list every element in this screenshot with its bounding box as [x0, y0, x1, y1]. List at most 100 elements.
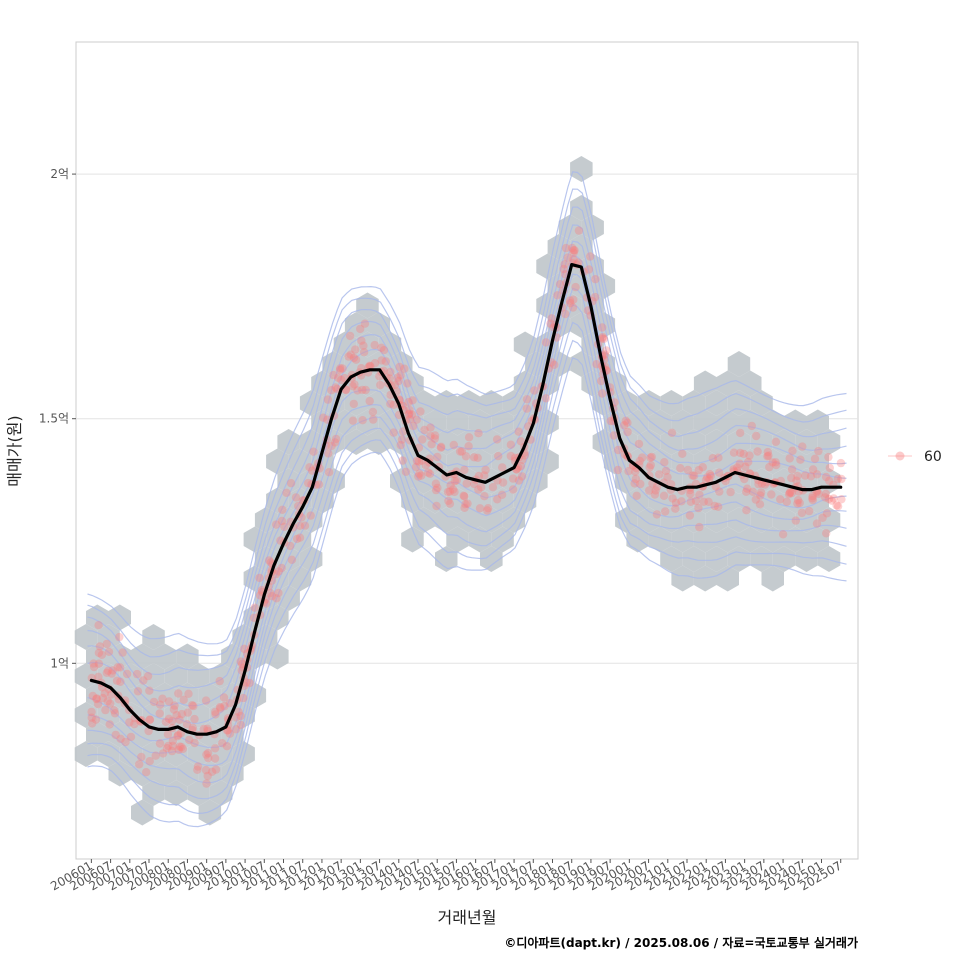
scatter-point	[772, 460, 781, 470]
scatter-point	[396, 371, 405, 380]
scatter-point	[431, 485, 441, 495]
scatter-point	[162, 744, 172, 753]
scatter-point	[597, 376, 606, 386]
scatter-point	[344, 352, 353, 361]
scatter-point	[571, 282, 580, 292]
scatter-point	[236, 720, 245, 730]
scatter-point	[636, 479, 645, 489]
scatter-point	[116, 677, 125, 686]
hexbin-cell	[480, 390, 503, 416]
scatter-point	[323, 395, 333, 404]
hexbin-cell	[446, 487, 469, 514]
scatter-point	[786, 487, 795, 497]
hexbin-cell	[671, 565, 694, 592]
scatter-point	[808, 465, 818, 474]
scatter-point	[202, 750, 211, 759]
scatter-point	[149, 697, 159, 707]
scatter-point	[623, 418, 632, 427]
scatter-point	[678, 449, 687, 458]
scatter-point	[686, 489, 695, 499]
scatter-point	[94, 672, 103, 681]
scatter-point	[481, 465, 490, 475]
caption: ©디아파트(dapt.kr) / 2025.08.06 / 자료=국토교통부 실…	[504, 935, 858, 950]
scatter-point	[638, 453, 647, 462]
scatter-point	[130, 719, 139, 729]
scatter-point	[715, 487, 724, 496]
scatter-point	[689, 471, 699, 480]
scatter-point	[778, 530, 788, 539]
scatter-point	[377, 356, 386, 365]
scatter-point	[360, 319, 370, 328]
scatter-point	[215, 702, 225, 712]
x-axis-title: 거래년월	[438, 908, 497, 927]
hexbin-cell	[581, 214, 604, 241]
hexbin-cell	[761, 448, 784, 475]
density-contour	[87, 240, 847, 707]
scatter-point	[405, 405, 414, 415]
scatter-point	[118, 648, 127, 657]
scatter-point	[765, 462, 774, 472]
scatter-point	[733, 463, 742, 472]
scatter-point	[386, 367, 395, 377]
scatter-point	[203, 724, 212, 733]
scatter-point	[292, 534, 302, 544]
scatter-point	[646, 453, 655, 462]
scatter-point	[569, 248, 578, 257]
scatter-point	[827, 496, 836, 505]
scatter-point	[764, 451, 773, 460]
scatter-point	[350, 380, 359, 389]
scatter-point	[287, 555, 297, 564]
scatter-point	[541, 394, 551, 403]
scatter-point	[837, 495, 846, 504]
scatter-point	[448, 485, 458, 494]
scatter-point	[676, 464, 685, 473]
scatter-point	[145, 757, 154, 766]
y-tick-label: 1.5억	[39, 412, 69, 426]
hexbin-cell	[716, 448, 739, 475]
scatter-point	[483, 504, 493, 513]
scatter-point	[508, 474, 518, 483]
hexbin-cell	[626, 448, 649, 475]
scatter-point	[598, 334, 607, 343]
scatter-point	[167, 746, 177, 756]
scatter-point	[559, 264, 568, 274]
scatter-point	[319, 413, 328, 422]
scatter-point	[137, 752, 146, 762]
hexbin-cell	[660, 546, 683, 572]
scatter-point	[744, 457, 753, 467]
hexbin-cell	[333, 409, 357, 436]
scatter-point	[768, 458, 777, 467]
scatter-point	[736, 448, 745, 458]
scatter-point	[655, 470, 664, 479]
scatter-point	[469, 453, 479, 462]
scatter-point	[715, 468, 724, 477]
hexbin-cell	[446, 409, 469, 436]
scatter-point	[735, 459, 744, 468]
scatter-point	[763, 452, 772, 461]
scatter-point	[203, 748, 213, 758]
scatter-point	[432, 501, 441, 511]
scatter-point	[239, 693, 248, 703]
hexbin-layer	[74, 156, 841, 826]
scatter-point	[650, 490, 660, 499]
scatter-point	[164, 697, 174, 706]
scatter-point	[825, 463, 834, 473]
scatter-point	[236, 711, 245, 721]
hexbin-cell	[457, 507, 480, 533]
scatter-point	[94, 659, 104, 668]
scatter-point	[396, 440, 405, 450]
scatter-point	[574, 226, 584, 235]
density-contour	[87, 206, 847, 676]
hexbin-cell	[142, 780, 165, 806]
scatter-point	[634, 439, 644, 449]
scatter-point	[561, 309, 570, 319]
scatter-point	[168, 736, 178, 745]
scatter-point	[280, 522, 289, 531]
scatter-point	[480, 492, 489, 501]
scatter-point	[89, 662, 99, 672]
scatter-point	[632, 491, 641, 500]
scatter-point	[175, 715, 184, 724]
scatter-point	[808, 491, 817, 501]
scatter-point	[100, 689, 110, 698]
scatter-point	[161, 717, 171, 726]
